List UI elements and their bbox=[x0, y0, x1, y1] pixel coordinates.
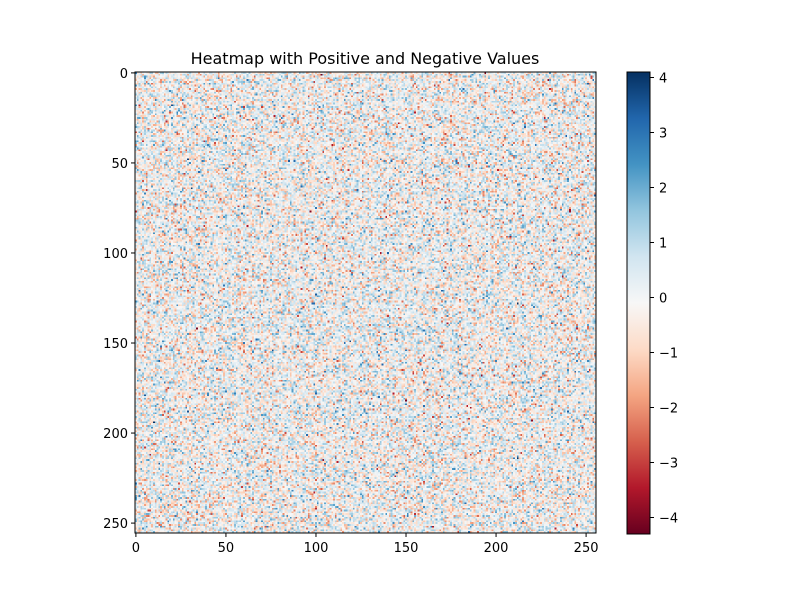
colorbar-tick-label: −4 bbox=[659, 512, 678, 527]
y-tick-label: 150 bbox=[103, 337, 128, 352]
colorbar-tick-label: −2 bbox=[659, 402, 678, 417]
x-tick-label: 200 bbox=[484, 541, 509, 556]
colorbar-tick-label: 4 bbox=[659, 72, 667, 87]
heatmap-plot bbox=[134, 71, 597, 534]
colorbar-tick-label: 2 bbox=[659, 182, 667, 197]
colorbar: 4 3 2 1 0 −1 −2 −3 −4 bbox=[626, 71, 678, 535]
x-tick-label: 50 bbox=[218, 541, 235, 556]
y-axis: 0 50 100 150 200 250 bbox=[103, 67, 135, 532]
colorbar-frame bbox=[626, 71, 651, 535]
plot-frame bbox=[134, 71, 597, 534]
y-tick-label: 50 bbox=[111, 157, 128, 172]
colorbar-tick-label: 1 bbox=[659, 237, 667, 252]
chart-title: Heatmap with Positive and Negative Value… bbox=[191, 49, 540, 68]
y-tick-label: 250 bbox=[103, 517, 128, 532]
y-tick-label: 100 bbox=[103, 247, 128, 262]
x-axis: 0 50 100 150 200 250 bbox=[132, 533, 599, 556]
x-tick-label: 100 bbox=[304, 541, 329, 556]
heatmap-cells bbox=[135, 72, 596, 533]
colorbar-ticks: 4 3 2 1 0 −1 −2 −3 −4 bbox=[650, 72, 678, 527]
y-tick-label: 0 bbox=[120, 67, 128, 82]
colorbar-tick-label: −3 bbox=[659, 457, 678, 472]
colorbar-tick-label: 3 bbox=[659, 127, 667, 142]
x-tick-label: 250 bbox=[574, 541, 599, 556]
x-tick-label: 150 bbox=[394, 541, 419, 556]
y-tick-label: 200 bbox=[103, 427, 128, 442]
colorbar-tick-label: 0 bbox=[659, 292, 667, 307]
colorbar-tick-label: −1 bbox=[659, 347, 678, 362]
x-tick-label: 0 bbox=[132, 541, 140, 556]
colorbar-gradient bbox=[627, 72, 650, 534]
